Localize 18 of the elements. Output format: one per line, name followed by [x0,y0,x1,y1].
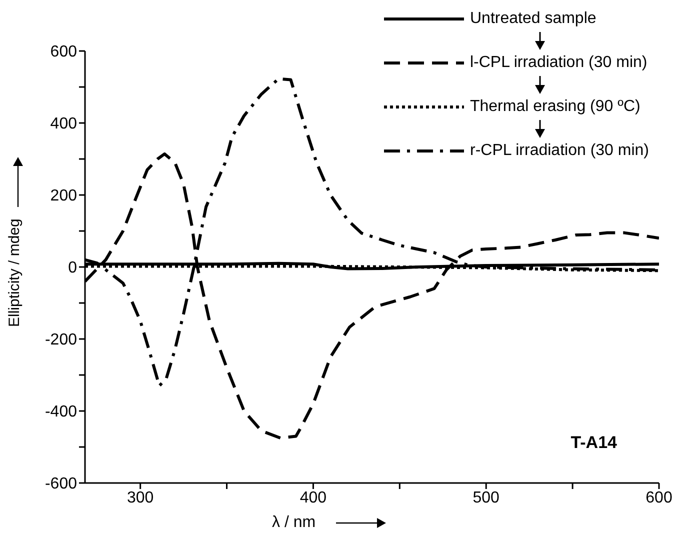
x-tick-label: 400 [300,489,327,506]
y-tick-label: -400 [44,404,78,421]
y-tick-label: -600 [44,476,78,493]
x-axis-title: λ / nm [272,514,316,532]
legend-label: r-CPL irradiation (30 min) [470,142,649,160]
x-tick-label: 500 [472,489,500,506]
legend-label: l-CPL irradiation (30 min) [470,54,648,72]
y-tick-label: 400 [50,116,78,133]
x-tick-label: 600 [646,489,672,506]
x-tick-label: 300 [126,489,154,506]
y-tick-label: 600 [50,44,78,61]
y-tick-label: 0 [68,260,78,277]
legend-label: Thermal erasing (90 ºC) [470,98,640,116]
y-axis-title: Ellipticity / mdeg [6,218,23,327]
annotation: T-A14 [570,433,617,453]
y-tick-label: 200 [50,188,78,205]
y-tick-label: -200 [44,332,78,349]
legend-label: Untreated sample [470,10,596,28]
